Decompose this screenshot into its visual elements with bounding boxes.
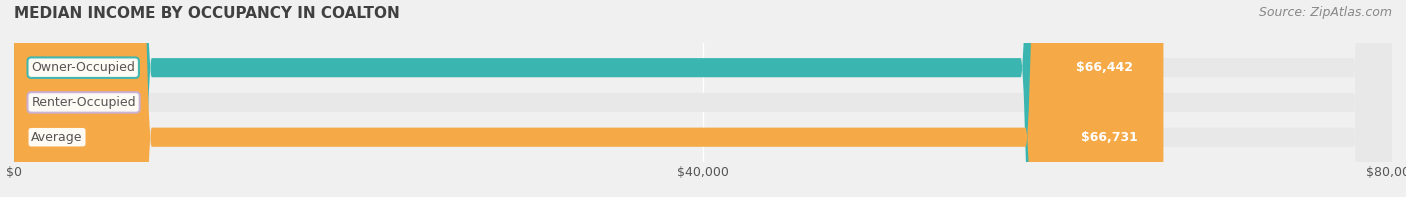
Text: Owner-Occupied: Owner-Occupied <box>31 61 135 74</box>
Text: Renter-Occupied: Renter-Occupied <box>31 96 136 109</box>
FancyBboxPatch shape <box>14 0 1163 197</box>
Text: Source: ZipAtlas.com: Source: ZipAtlas.com <box>1258 6 1392 19</box>
FancyBboxPatch shape <box>14 0 1392 197</box>
Text: Average: Average <box>31 131 83 144</box>
Text: $66,731: $66,731 <box>1081 131 1137 144</box>
FancyBboxPatch shape <box>14 0 1392 197</box>
Text: MEDIAN INCOME BY OCCUPANCY IN COALTON: MEDIAN INCOME BY OCCUPANCY IN COALTON <box>14 6 399 21</box>
Text: $0: $0 <box>58 96 73 109</box>
Text: $66,442: $66,442 <box>1076 61 1133 74</box>
FancyBboxPatch shape <box>14 0 1159 197</box>
FancyBboxPatch shape <box>14 0 1392 197</box>
